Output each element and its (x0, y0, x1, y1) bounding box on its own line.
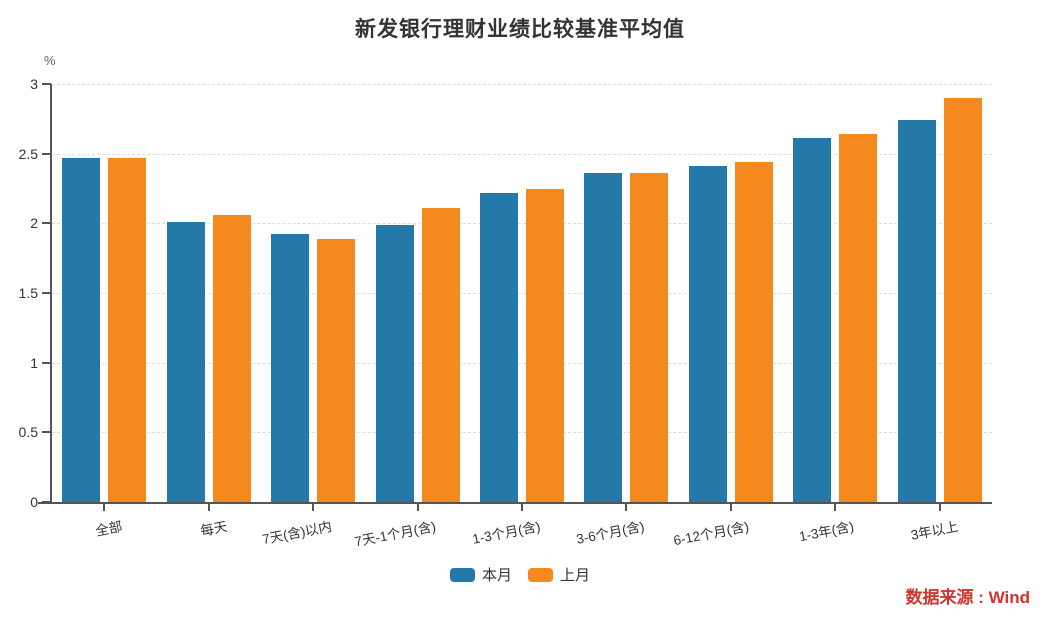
x-axis-tick-5 (625, 504, 628, 511)
bar-上月-8 (943, 97, 982, 502)
bar-上月-3 (421, 208, 460, 502)
gridline-3 (52, 84, 992, 85)
legend: 本月 上月 (0, 564, 1040, 585)
bar-本月-8 (897, 120, 936, 502)
y-axis-label-1: 1 (30, 354, 38, 371)
bar-本月-1 (166, 221, 205, 502)
bar-上月-2 (317, 238, 356, 502)
y-axis-label-0.5: 0.5 (18, 424, 38, 441)
gridline-2 (52, 223, 992, 225)
x-axis-tick-0 (103, 504, 106, 511)
y-axis-label-2: 2 (30, 215, 38, 232)
y-axis-tick-3 (42, 83, 51, 85)
bar-上月-1 (212, 214, 251, 502)
bar-本月-3 (375, 224, 414, 502)
y-axis-label-1.5: 1.5 (18, 285, 38, 301)
x-axis-label-1: 每天 (198, 518, 229, 539)
gridline-1.5 (52, 293, 992, 294)
bar-本月-7 (793, 138, 832, 502)
x-axis-tick-2 (312, 504, 315, 511)
x-axis-label-2: 7天(含)以内 (260, 518, 333, 548)
x-axis-label-6: 6-12个月(含) (672, 518, 751, 549)
x-axis-label-4: 1-3个月(含) (471, 518, 542, 547)
legend-swatch-1 (528, 567, 553, 582)
y-axis-tick-1.5 (42, 292, 51, 294)
bar-上月-0 (108, 157, 147, 502)
gridline-2.5 (52, 153, 992, 155)
legend-label-0: 本月 (481, 567, 512, 584)
x-axis-tick-6 (729, 504, 732, 511)
y-axis-label-0: 0 (30, 494, 38, 510)
y-axis-tick-1 (42, 361, 51, 364)
legend-label-1: 上月 (560, 567, 591, 584)
x-axis-tick-3 (416, 504, 419, 511)
x-axis-label-0: 全部 (94, 518, 124, 539)
x-axis-label-8: 3年以上 (909, 518, 960, 543)
bar-上月-7 (839, 134, 878, 502)
x-axis-line-extension (38, 502, 52, 504)
y-axis-label-2.5: 2.5 (18, 145, 38, 162)
bar-本月-6 (688, 166, 727, 502)
x-axis-tick-1 (207, 504, 210, 511)
y-axis-unit-label: % (44, 53, 56, 68)
legend-item-0[interactable]: 本月 (449, 564, 512, 585)
x-axis-label-3: 7天-1个月(含) (353, 518, 438, 550)
legend-item-1[interactable]: 上月 (528, 564, 590, 585)
x-axis-label-5: 3-6个月(含) (575, 518, 647, 547)
bar-上月-5 (630, 173, 669, 502)
x-axis-label-7: 1-3年(含) (797, 518, 855, 545)
x-axis-tick-7 (834, 504, 837, 511)
y-axis-label-3: 3 (30, 76, 38, 92)
y-axis-tick-0.5 (42, 431, 51, 434)
y-axis-tick-0 (42, 501, 51, 503)
gridline-1 (52, 362, 992, 364)
bar-本月-5 (584, 173, 623, 502)
y-axis-tick-2.5 (42, 152, 51, 155)
legend-swatch-0 (449, 567, 475, 582)
x-axis-tick-4 (521, 504, 523, 511)
data-source-note: 数据来源 : Wind (905, 588, 1031, 607)
bar-上月-6 (734, 162, 773, 502)
gridline-0.5 (52, 432, 992, 434)
bar-上月-4 (526, 188, 564, 502)
bar-本月-4 (480, 192, 518, 502)
plot-area: 0 0.5 1 1.5 2 2.5 3 全部 每天 7天(含)以内 7天-1个月(含) 1-3个月(含… (19, 77, 992, 549)
x-axis-tick-8 (938, 504, 941, 511)
y-axis-tick-2 (42, 222, 51, 225)
bar-本月-0 (62, 157, 101, 502)
bar-本月-2 (271, 234, 310, 502)
chart-title: 新发银行理财业绩比较基准平均值 (355, 18, 685, 41)
